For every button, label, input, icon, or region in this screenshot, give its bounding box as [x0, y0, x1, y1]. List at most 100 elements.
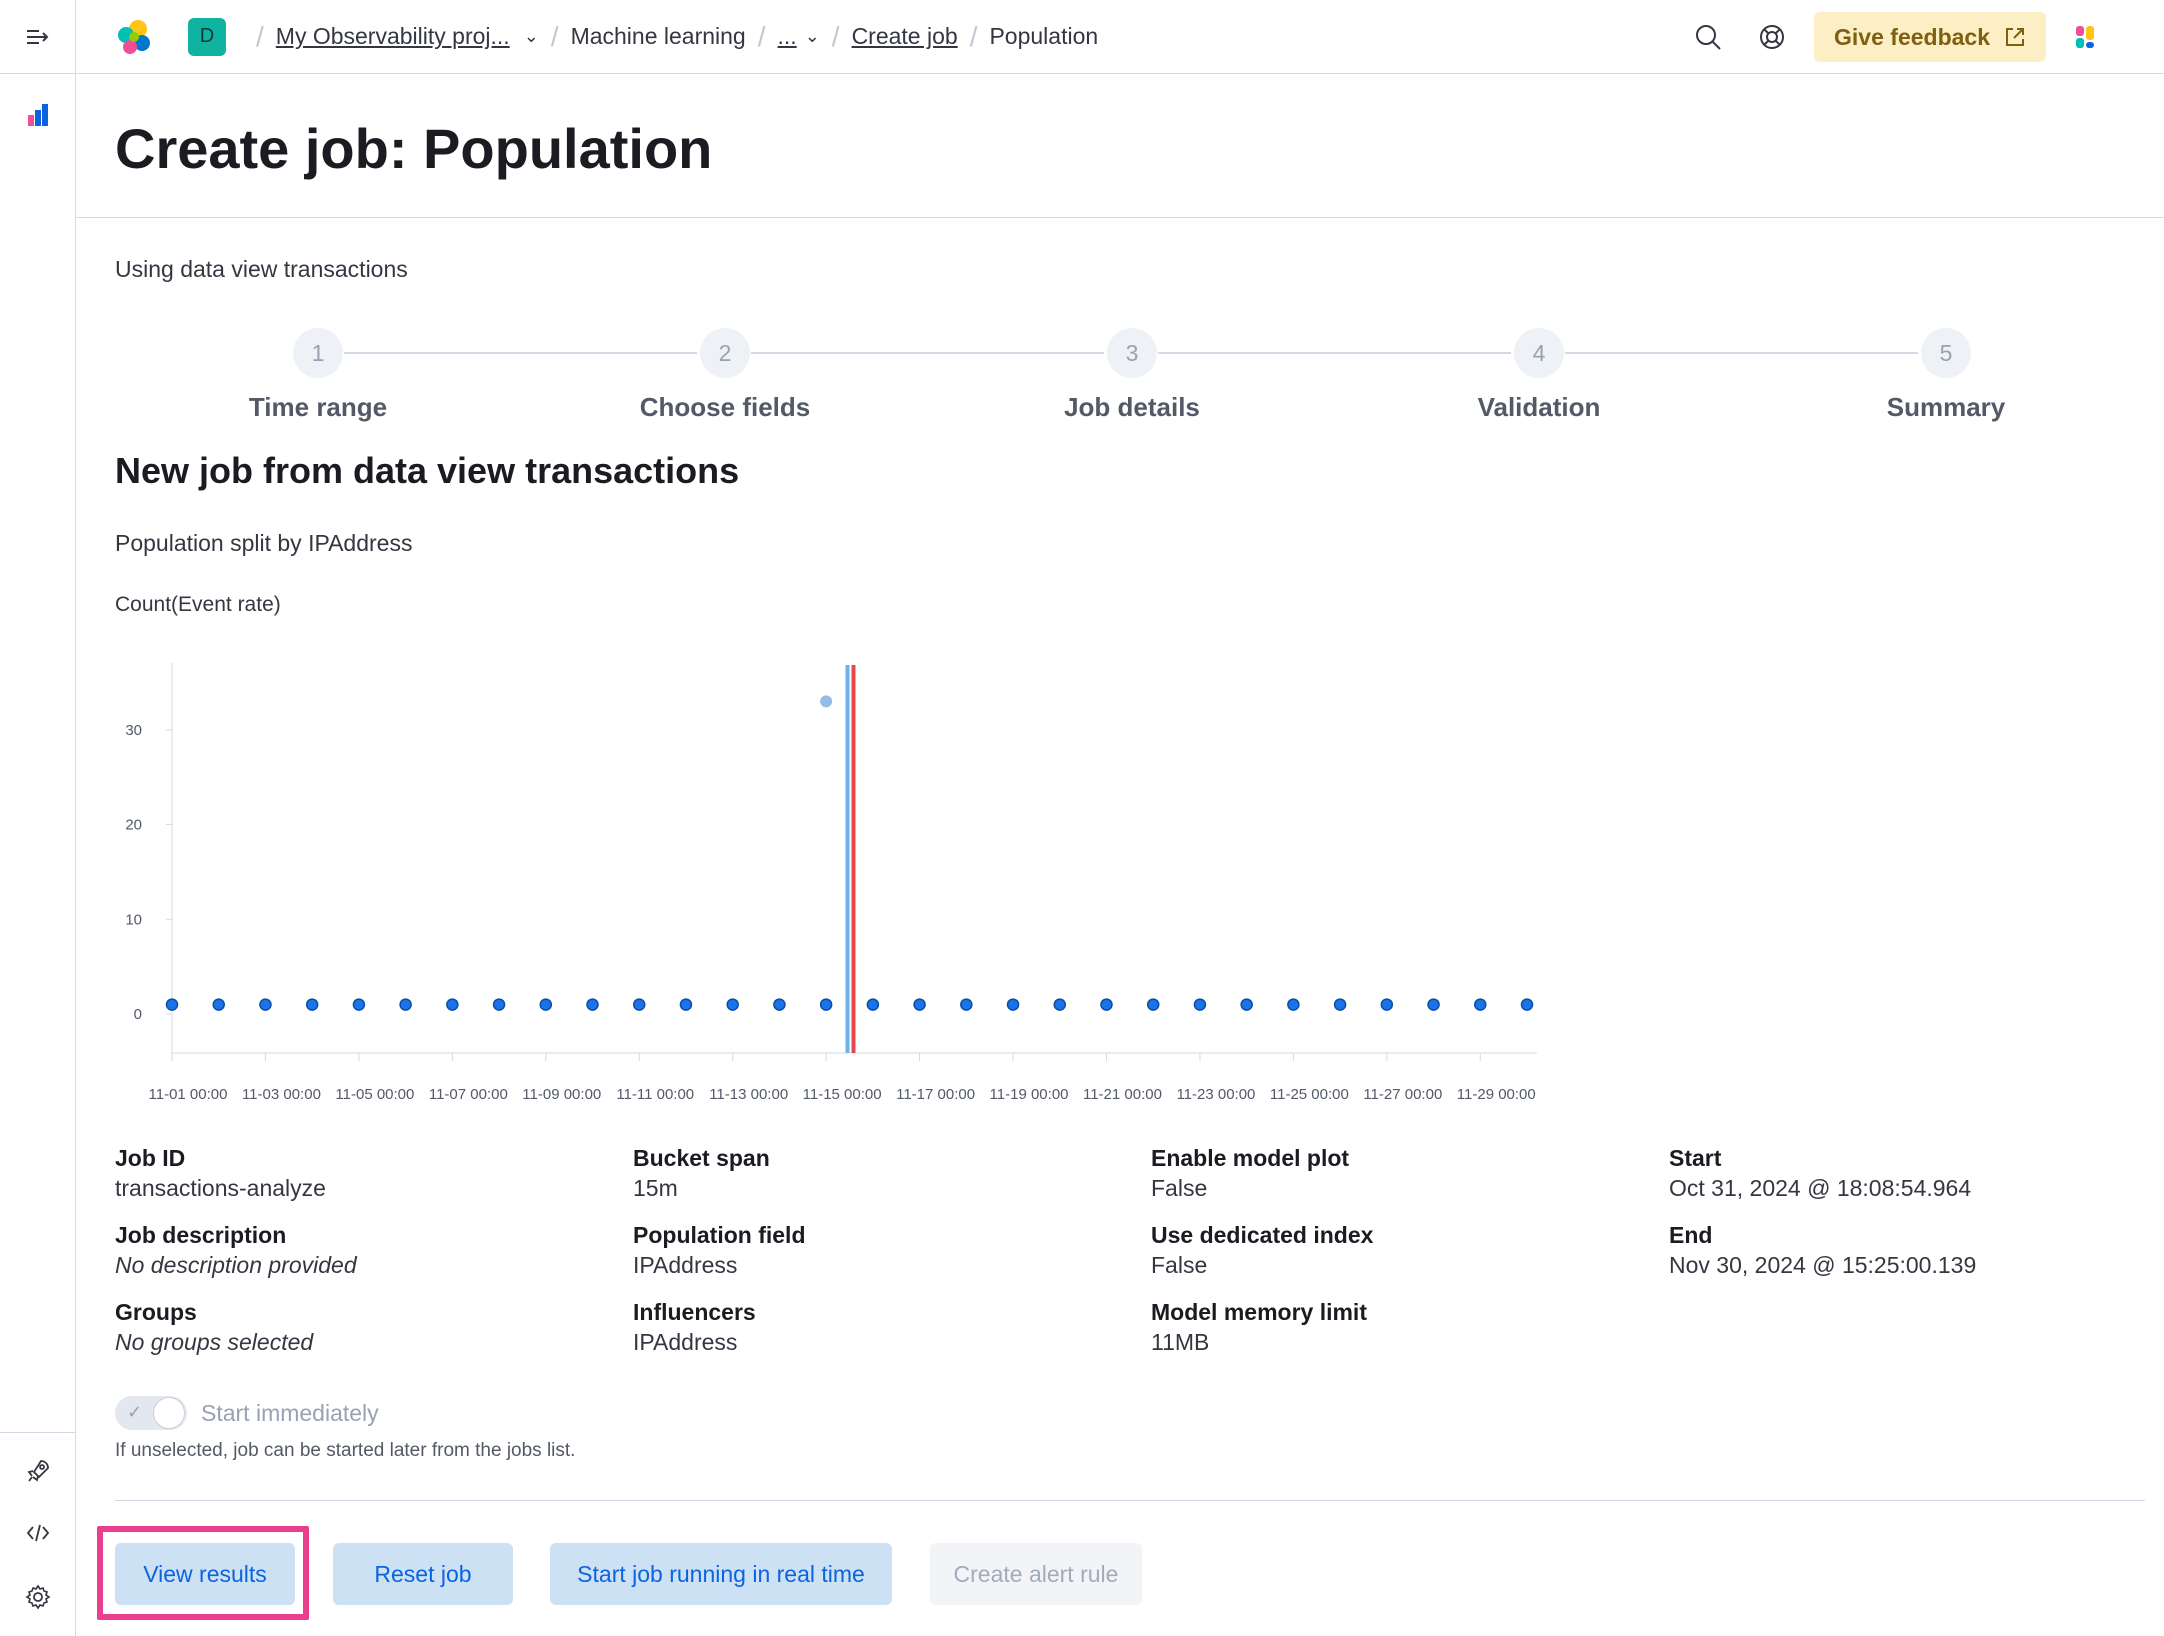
details-column-2: Bucket span 15m Population field IPAddre…: [633, 1143, 1133, 1374]
step-validation[interactable]: 4 Validation: [1389, 328, 1689, 423]
detail-groups: Groups No groups selected: [115, 1297, 615, 1357]
sidebar-item-settings[interactable]: [0, 1572, 76, 1622]
step-connector: [751, 352, 1104, 354]
detail-label: Job ID: [115, 1145, 186, 1171]
chart-point: [1053, 998, 1067, 1011]
detail-label: Use dedicated index: [1151, 1222, 1374, 1248]
step-title: Choose fields: [639, 392, 811, 422]
view-results-button[interactable]: View results: [115, 1543, 295, 1605]
details-column-1: Job ID transactions-analyze Job descript…: [115, 1143, 615, 1374]
chart-point: [1100, 998, 1113, 1011]
help-button[interactable]: [1750, 15, 1794, 59]
y-tick-label: 0: [134, 1006, 142, 1023]
chart-point: [1287, 998, 1300, 1011]
step-number: 5: [1921, 328, 1971, 378]
detail-label: Job description: [115, 1222, 287, 1248]
start-immediately-help: If unselected, job can be started later …: [115, 1440, 576, 1461]
nav-toggle-button[interactable]: [0, 0, 76, 74]
breadcrumb-machine-learning: Machine learning: [570, 23, 746, 49]
step-time-range[interactable]: 1 Time range: [168, 328, 468, 423]
breadcrumb-project[interactable]: My Observability proj...: [275, 23, 510, 49]
chart-point: [679, 998, 693, 1011]
gear-icon: [25, 1584, 51, 1610]
detail-value: transactions-analyze: [115, 1175, 326, 1201]
breadcrumb-current: Population: [989, 23, 1099, 49]
breadcrumb-separator: /: [831, 20, 840, 52]
y-tick-label: 10: [125, 911, 142, 928]
chart-point: [492, 998, 506, 1011]
start-immediately-switch[interactable]: ✓: [115, 1396, 187, 1430]
space-avatar[interactable]: D: [188, 17, 226, 56]
step-title: Summary: [1886, 392, 2006, 422]
chart-marker-red: [851, 665, 856, 1053]
step-connector: [344, 352, 697, 354]
x-tick-label: 11-21 00:00: [1083, 1086, 1162, 1103]
elastic-logo[interactable]: [114, 17, 154, 57]
detail-value: False: [1151, 1252, 1208, 1278]
chart-point: [1240, 998, 1253, 1011]
detail-value: No description provided: [115, 1252, 357, 1278]
top-bar-actions: Give feedback: [1686, 0, 2164, 74]
search-button[interactable]: [1686, 15, 1730, 59]
sidebar-item-ml[interactable]: [0, 90, 76, 140]
step-title: Job details: [1064, 392, 1200, 422]
step-number: 1: [293, 328, 343, 378]
chevron-down-icon[interactable]: ⌄: [804, 26, 820, 46]
chart-point: [165, 998, 179, 1011]
chart-point: [773, 998, 786, 1011]
chart-point: [446, 998, 459, 1011]
breadcrumb-collapsed[interactable]: ...: [777, 23, 797, 49]
create-alert-rule-button: Create alert rule: [930, 1543, 1142, 1605]
x-tick-label: 11-03 00:00: [242, 1086, 321, 1103]
section-divider: [115, 1500, 2145, 1501]
sidebar-item-get-started[interactable]: [0, 1446, 76, 1496]
side-nav: [0, 74, 76, 1636]
top-bar: D / My Observability proj... ⌄ / Machine…: [0, 0, 2164, 74]
chart-point: [1193, 998, 1207, 1011]
app-menu-button[interactable]: [2070, 22, 2100, 52]
sidebar-item-dev-tools[interactable]: [0, 1508, 76, 1558]
breadcrumb-create-job[interactable]: Create job: [851, 23, 958, 49]
y-tick-label: 30: [125, 722, 142, 739]
menu-expand-icon: [26, 29, 48, 44]
detail-value: No groups selected: [115, 1329, 314, 1355]
give-feedback-button[interactable]: Give feedback: [1814, 12, 2046, 62]
detail-label: Influencers: [633, 1299, 756, 1325]
event-rate-chart: 0 10 20 30 11-01 00:00 11-03 00:00 11-05 00:00…: [125, 663, 1537, 1103]
chart-point: [305, 998, 319, 1011]
breadcrumb-separator: /: [256, 20, 264, 52]
chart-point: [1146, 998, 1160, 1011]
chart-point-highlight: [820, 695, 833, 708]
detail-value: False: [1151, 1175, 1208, 1201]
detail-value: Nov 30, 2024 @ 15:25:00.139: [1669, 1252, 1977, 1278]
chart-point: [1006, 998, 1020, 1011]
highlight-annotation: [97, 1526, 309, 1620]
code-icon: [26, 1524, 50, 1542]
y-tick-label: 20: [125, 817, 142, 834]
chart-point: [352, 998, 366, 1011]
x-tick-label: 11-11 00:00: [616, 1086, 694, 1103]
chart-point: [1427, 998, 1440, 1011]
chart-bar-icon: [28, 104, 48, 126]
detail-label: Model memory limit: [1151, 1299, 1367, 1325]
start-immediately-row: ✓ Start immediately: [115, 1396, 379, 1430]
x-tick-label: 11-27 00:00: [1363, 1086, 1442, 1103]
step-choose-fields[interactable]: 2 Choose fields: [575, 328, 875, 423]
chart-point: [1380, 998, 1394, 1011]
chart-point: [866, 998, 880, 1011]
detail-population-field: Population field IPAddress: [633, 1220, 1133, 1280]
detail-bucket-span: Bucket span 15m: [633, 1143, 1133, 1203]
step-number: 4: [1514, 328, 1564, 378]
reset-job-button[interactable]: Reset job: [333, 1543, 513, 1605]
wizard-steps: 1 Time range 2 Choose fields 3 Job detai…: [115, 328, 2145, 438]
step-job-details[interactable]: 3 Job details: [982, 328, 1282, 423]
page-title: Create job: Population: [115, 117, 713, 180]
start-realtime-button[interactable]: Start job running in real time: [550, 1543, 892, 1605]
chart-point: [259, 998, 272, 1011]
x-tick-label: 11-17 00:00: [896, 1086, 975, 1103]
step-summary[interactable]: 5 Summary: [1796, 328, 2096, 423]
observability-app-icon: [2076, 26, 2094, 48]
chevron-down-icon[interactable]: ⌄: [523, 26, 539, 46]
chart-point: [960, 998, 973, 1011]
rocket-icon: [27, 1460, 49, 1482]
